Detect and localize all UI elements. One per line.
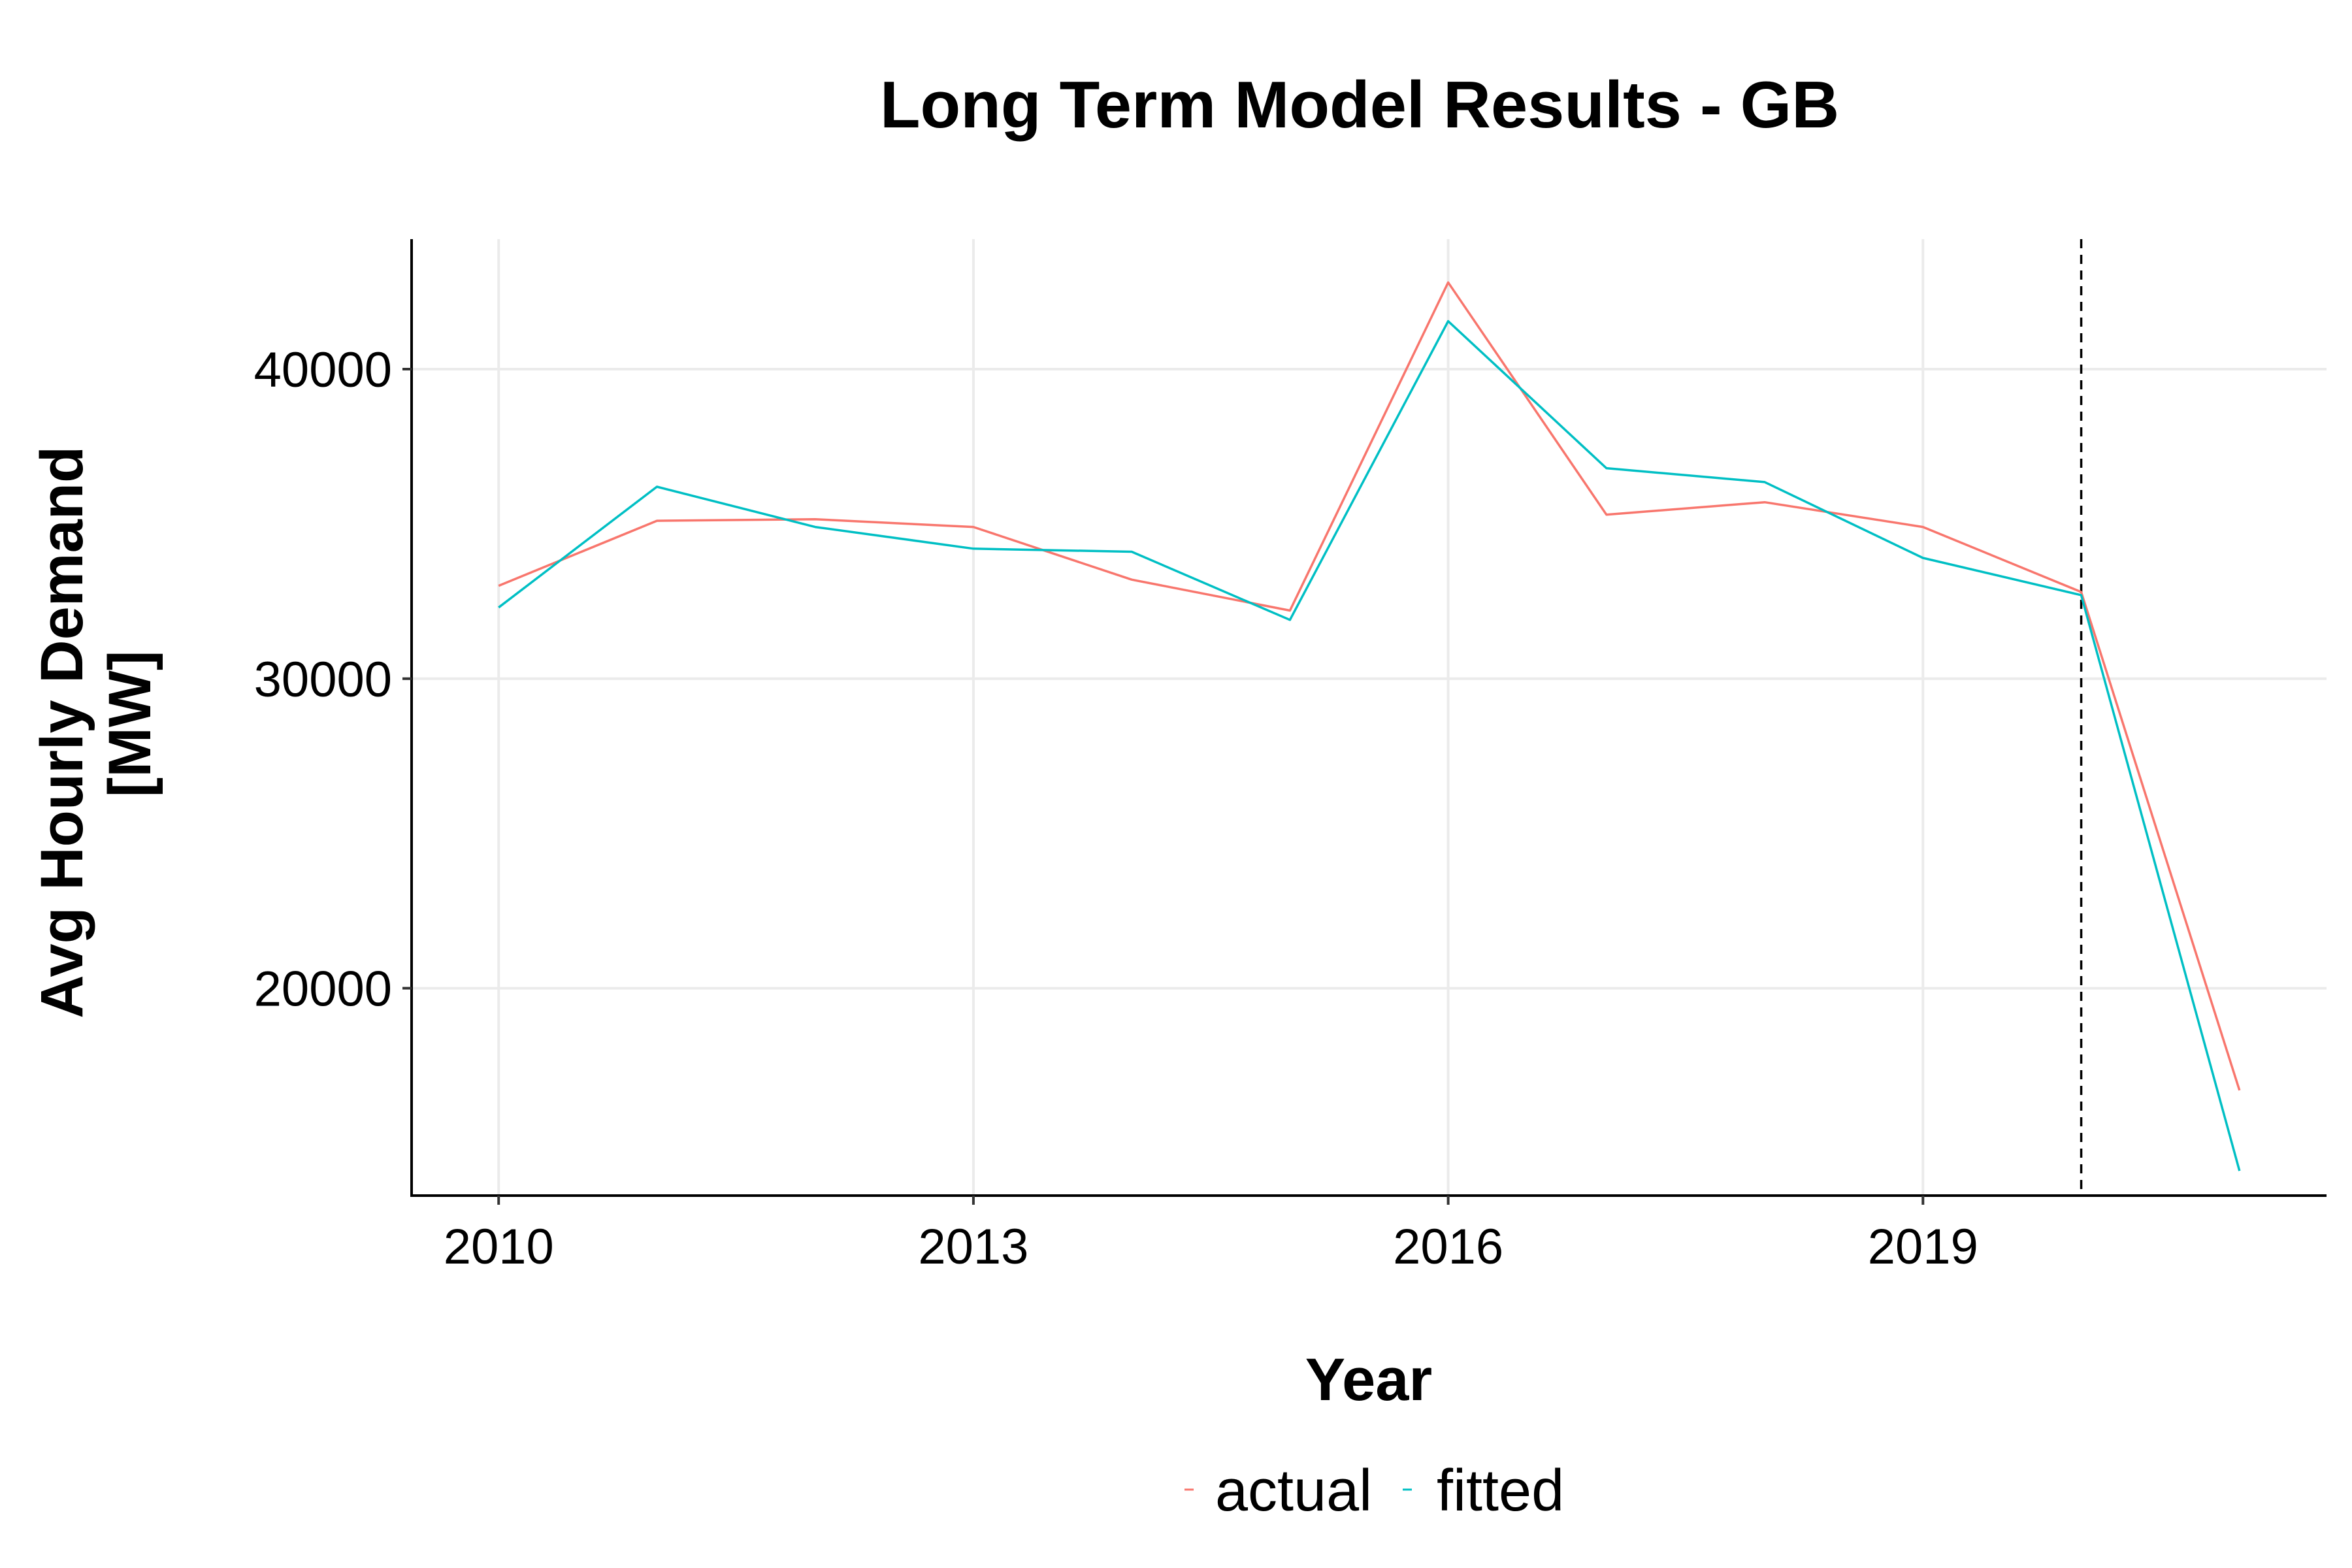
x-tick-label-2010: 2010 [444,1219,554,1275]
y-axis-ticks: 20000 30000 40000 [254,342,412,1017]
series-line-actual [498,281,2241,1091]
legend-label-actual: actual [1215,1458,1372,1524]
y-axis-title: Avg Hourly Demand [MW] [29,429,163,1018]
x-axis-title: Year [1305,1347,1432,1413]
y-axis-title-line-1: Avg Hourly Demand [29,446,95,1019]
grid-lines [412,239,2327,1196]
y-tick-label-30000: 30000 [254,652,392,708]
x-axis-ticks: 2010 2013 2016 2019 [444,1196,1978,1275]
legend: actual fitted [1184,1458,1564,1524]
chart-title: Long Term Model Results - GB [880,69,1839,142]
x-tick-label-2013: 2013 [918,1219,1028,1275]
legend-label-fitted: fitted [1437,1458,1564,1524]
y-tick-label-20000: 20000 [254,962,392,1017]
x-tick-label-2019: 2019 [1868,1219,1978,1275]
x-tick-label-2016: 2016 [1393,1219,1503,1275]
y-tick-label-40000: 40000 [254,342,392,398]
y-axis-title-line-2: [MW] [97,651,163,798]
series-lines [498,281,2241,1171]
series-line-fitted [498,319,2241,1171]
